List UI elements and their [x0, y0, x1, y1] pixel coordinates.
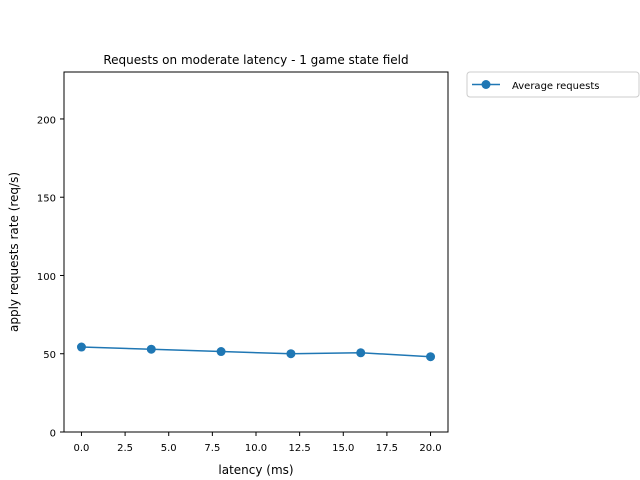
chart-title: Requests on moderate latency - 1 game st…	[103, 53, 408, 67]
y-tick-label: 200	[37, 115, 56, 126]
y-axis: 0 50 100 150 200	[37, 115, 64, 440]
x-tick-label: 5.0	[161, 443, 177, 454]
data-point	[146, 344, 156, 354]
x-tick-label: 12.5	[289, 443, 311, 454]
x-tick-label: 15.0	[332, 443, 354, 454]
x-tick-label: 20.0	[419, 443, 441, 454]
y-tick-label: 150	[37, 194, 56, 205]
x-axis-title: latency (ms)	[218, 463, 293, 477]
data-point	[286, 349, 296, 359]
legend-marker-swatch	[481, 80, 491, 89]
legend: Average requests	[466, 71, 640, 98]
data-point	[356, 348, 366, 358]
legend-box	[466, 71, 640, 98]
data-point	[76, 342, 86, 352]
x-tick-label: 0.0	[74, 443, 90, 454]
x-tick-label: 7.5	[204, 443, 220, 454]
data-point	[216, 347, 226, 357]
y-axis-title: apply requests rate (req/s)	[7, 172, 21, 332]
x-tick-label: 10.0	[245, 443, 267, 454]
series-line-1	[81, 346, 431, 358]
y-tick-label: 0	[50, 429, 56, 440]
x-axis: 0.0 2.5 5.0 7.5 10.0 12.5 15.0 17.5 20.0	[74, 432, 442, 454]
legend-label: Average requests	[512, 81, 599, 92]
data-point	[426, 352, 436, 362]
plot-area	[76, 342, 436, 362]
y-tick-label: 100	[37, 272, 56, 283]
x-tick-label: 17.5	[376, 443, 398, 454]
x-tick-label: 2.5	[117, 443, 133, 454]
y-tick-label: 50	[43, 350, 56, 361]
